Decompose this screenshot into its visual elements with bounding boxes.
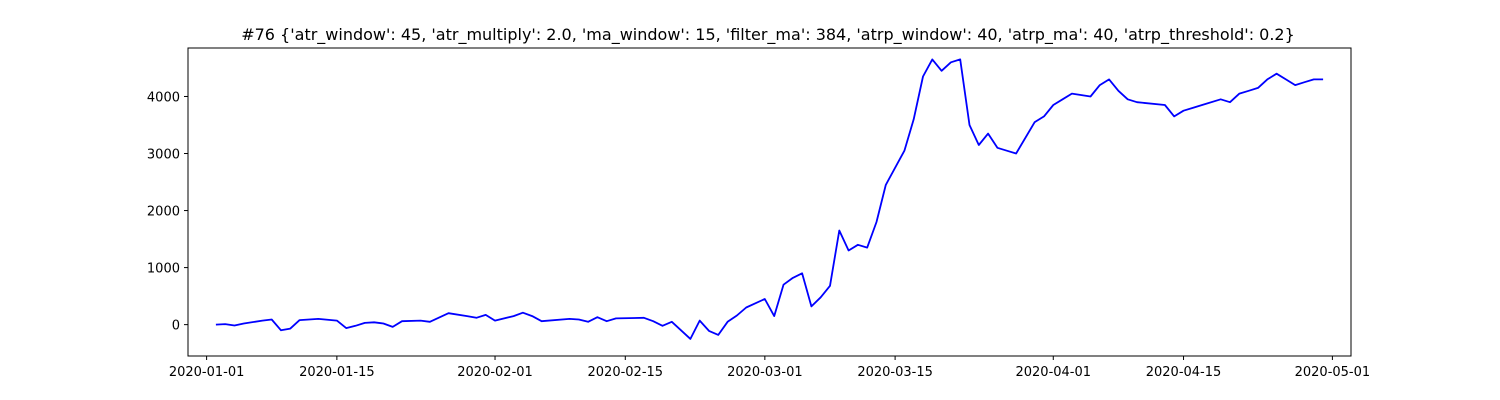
y-tick-label: 2000 — [147, 205, 180, 220]
x-tick-label: 2020-05-01 — [1295, 365, 1371, 380]
x-tick-label: 2020-03-01 — [727, 365, 803, 380]
x-tick-label: 2020-02-15 — [588, 365, 664, 380]
y-tick-label: 1000 — [147, 262, 180, 277]
chart-title: #76 {'atr_window': 45, 'atr_multiply': 2… — [241, 25, 1295, 45]
x-tick-label: 2020-04-15 — [1146, 365, 1222, 380]
series-layer — [215, 58, 1324, 340]
series-line — [215, 58, 1324, 340]
x-tick-label: 2020-04-01 — [1015, 365, 1091, 380]
y-tick-label: 0 — [172, 319, 180, 334]
axis-ticks: 2020-01-01 2020-01-15 2020-02-01 2020-02-15… — [147, 90, 1370, 380]
x-tick-label: 2020-01-01 — [169, 365, 245, 380]
plot-frame — [187, 47, 1352, 357]
x-tick-label: 2020-03-15 — [857, 365, 933, 380]
x-tick-label: 2020-02-01 — [457, 365, 533, 380]
y-tick-label: 4000 — [147, 90, 180, 105]
y-tick-label: 3000 — [147, 148, 180, 163]
x-tick-label: 2020-01-15 — [299, 365, 375, 380]
